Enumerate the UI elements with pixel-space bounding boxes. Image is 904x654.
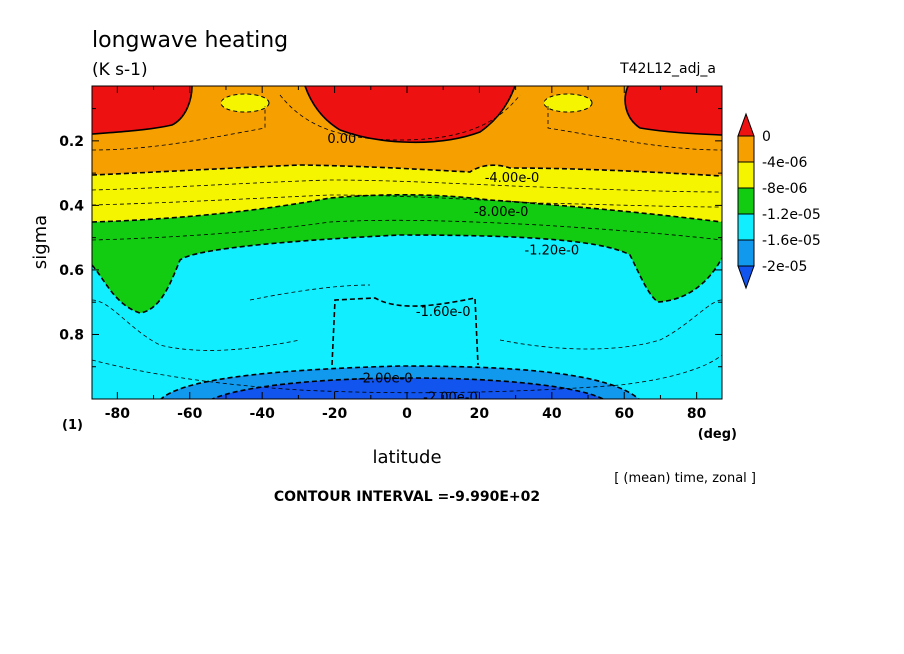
contour-lines-minor (92, 94, 722, 394)
band-dark-blue (212, 378, 603, 399)
legend-level-label: -4e-06 (762, 155, 808, 171)
yellow-patch-right (543, 93, 593, 113)
legend-swatch (737, 213, 755, 241)
chart-title: longwave heating (92, 28, 288, 53)
contour-label: -2.00e-0 (358, 372, 413, 387)
band-cyan (92, 235, 722, 399)
x-unit-label: (deg) (698, 427, 737, 442)
y-tick-label: 0.6 (59, 263, 84, 279)
legend-level-label: 0 (762, 129, 771, 145)
legend-swatch (737, 239, 755, 267)
legend-level-label: -2e-05 (762, 259, 807, 275)
red-patch-left (92, 86, 192, 134)
run-id: T42L12_adj_a (619, 61, 716, 77)
x-tick-label: 20 (470, 406, 490, 422)
y-tick-label: 0.4 (59, 198, 84, 214)
x-tick-label: -60 (177, 406, 203, 422)
red-patch-right (625, 86, 722, 135)
contour-label: -2.00e-0 (423, 390, 478, 405)
contour-label: 0.00 (327, 132, 356, 147)
y-tick-label: 0.8 (59, 327, 84, 343)
x-tick-label: 40 (542, 406, 562, 422)
color-legend: 0 -4e-06 -8e-06 -1.2e-05 -1.6e-05 -2e-05 (737, 112, 821, 290)
legend-swatch (737, 187, 755, 215)
y-axis-label: sigma (30, 215, 51, 269)
footnote: [ (mean) time, zonal ] (614, 471, 756, 486)
legend-swatch (737, 135, 755, 163)
red-patch-center (305, 86, 515, 143)
x-tick-label: 80 (687, 406, 707, 422)
contour-label-layer: 0.00 -4.00e-0 -8.00e-0 -1.20e-0 -1.60e-0 -2.0… (327, 132, 580, 405)
legend-arrow-top (737, 112, 755, 137)
x-axis-label: latitude (372, 447, 441, 468)
y-axis-ticks: 0.2 0.4 0.6 0.8 (59, 108, 722, 368)
contour-interval: CONTOUR INTERVAL =-9.990E+02 (274, 489, 540, 505)
x-tick-label: -20 (322, 406, 348, 422)
plot-area: 0.00 -4.00e-0 -8.00e-0 -1.20e-0 -1.60e-0 -2.0… (92, 86, 722, 405)
legend-level-label: -8e-06 (762, 181, 808, 197)
legend-arrow-bottom (737, 265, 755, 290)
legend-level-label: -1.6e-05 (762, 233, 821, 249)
x-tick-label: -40 (250, 406, 276, 422)
contour-label: -1.20e-0 (525, 244, 580, 259)
chart-units: (K s-1) (92, 60, 148, 80)
contour-label: -8.00e-0 (474, 205, 529, 220)
legend-swatch (737, 161, 755, 189)
yellow-patch-left (220, 93, 270, 113)
x-axis-ticks: -80 -60 -40 -20 0 20 40 60 80 (105, 86, 707, 422)
y-tick-label: 0.2 (59, 134, 84, 150)
contour-lines-major (92, 86, 722, 399)
x-tick-label: 60 (614, 406, 634, 422)
legend-level-label: -1.2e-05 (762, 207, 821, 223)
x-tick-label: 0 (402, 406, 412, 422)
contour-label: -4.00e-0 (485, 171, 540, 186)
x-tick-label: -80 (105, 406, 131, 422)
y-corner-label: (1) (62, 418, 83, 433)
contour-label: -1.60e-0 (416, 305, 471, 320)
